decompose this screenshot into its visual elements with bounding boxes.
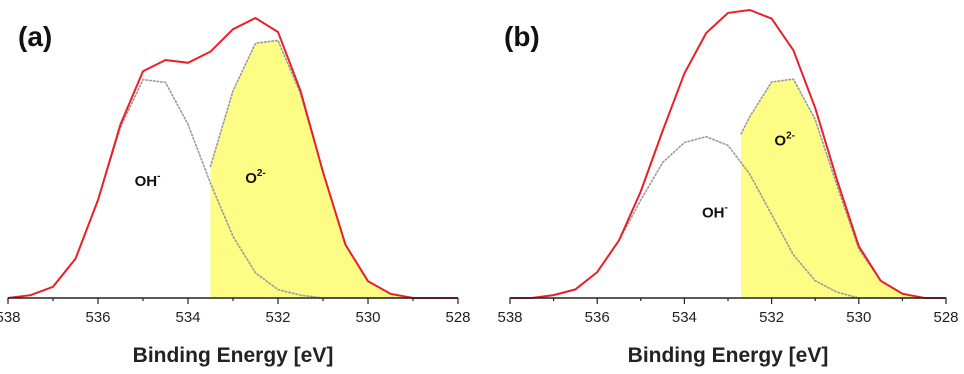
annotation-oh: OH- [135, 171, 161, 190]
series-envelope-line [510, 8, 946, 299]
panel-label: (b) [504, 21, 540, 52]
x-tick-label: 532 [265, 309, 290, 326]
x-tick-label: 538 [497, 309, 522, 326]
annotation-oh: OH- [702, 202, 728, 221]
x-tick-label: 530 [355, 309, 380, 326]
x-tick-label: 530 [846, 309, 871, 326]
annotation-superscript: 2- [257, 168, 266, 179]
chart-b: 538 536 534 532 530 528 Binding Energy [eV] (b)… [497, 8, 959, 367]
x-tick-label: 536 [85, 309, 110, 326]
series-oh-line [509, 135, 947, 299]
o2-fill-area [741, 79, 946, 298]
x-tick-label: 536 [585, 309, 610, 326]
chart-a: 538 536 534 532 530 528 Binding Energy [eV] (a)… [0, 16, 471, 367]
annotation-superscript: - [724, 202, 727, 213]
x-tick-label: 538 [0, 309, 21, 326]
annotation-superscript: 2- [786, 130, 795, 141]
x-axis-label: Binding Energy [eV] [133, 344, 334, 367]
series-envelope-line [7, 16, 458, 299]
annotation-base: O [774, 132, 786, 149]
annotation-o2: O2- [245, 168, 266, 187]
x-tick-label: 534 [175, 309, 200, 326]
panel-a: 538 536 534 532 530 528 Binding Energy [eV] (a)… [0, 16, 471, 367]
annotation-o2: O2- [774, 130, 795, 149]
series-o2-line [209, 39, 459, 299]
annotation-superscript: - [157, 171, 160, 182]
annotation-base: OH [135, 173, 158, 190]
annotation-base: OH [702, 204, 725, 221]
panel-b: 538 536 534 532 530 528 Binding Energy [eV] (b)… [482, 0, 964, 374]
panel-label: (a) [18, 21, 52, 52]
annotation-base: O [245, 170, 257, 187]
x-tick-label: 532 [759, 309, 784, 326]
o2-fill-area [210, 40, 458, 299]
x-tick-label: 534 [672, 309, 697, 326]
x-axis-label: Binding Energy [eV] [628, 344, 829, 367]
x-tick-label: 528 [933, 309, 958, 326]
x-tick-label: 528 [445, 309, 470, 326]
